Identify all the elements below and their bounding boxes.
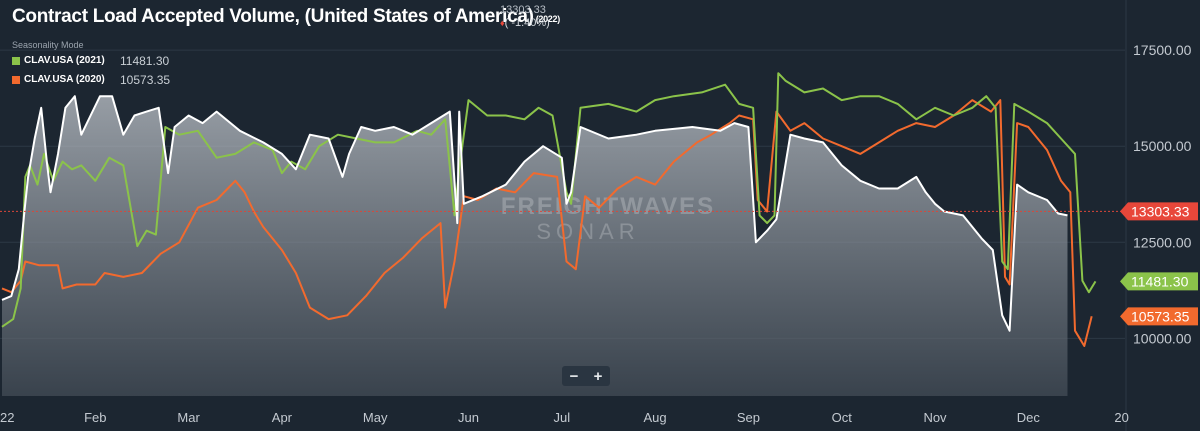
watermark: FREIGHTWAVES SONAR [501, 193, 715, 244]
legend-value-2020: 10573.35 [120, 72, 171, 87]
y-tick-label-2: 12500.00 [1133, 234, 1192, 250]
zoom-controls: − + [562, 366, 610, 386]
current-value: 13303.33 [500, 4, 546, 16]
legend-swatch-2020 [12, 75, 20, 84]
value-tag-0: 13303.33 [1120, 202, 1198, 221]
series-line-2020 [1, 99, 1093, 347]
x-tick-label-10: Nov [923, 410, 947, 425]
zoom-in-button[interactable]: + [593, 367, 603, 385]
current-value-block: 13303.33 ♦( -1.40%) [500, 4, 550, 30]
x-axis: 22 Feb Mar Apr May Jun Jul Aug Sep Oct Nov Dec 20 [0, 410, 1129, 425]
series-line-2022 [1, 95, 1068, 332]
x-tick-label-6: Jul [553, 410, 570, 425]
series-line-2021 [1, 72, 1097, 328]
area-layer [2, 96, 1068, 396]
legend-value-2021: 11481.30 [120, 53, 170, 68]
x-tick-label-1: Feb [84, 410, 106, 425]
x-tick-label-4: May [363, 410, 388, 425]
value-tag-label-0: 13303.33 [1131, 203, 1190, 219]
value-tags: 13303.33 11481.30 10573.35 [1120, 202, 1198, 326]
watermark-line2: SONAR [536, 219, 639, 244]
legend-item-2021[interactable]: CLAV.USA (2021) 11481.30 [12, 54, 169, 68]
chart-title-text: Contract Load Accepted Volume, (United S… [12, 6, 534, 27]
series-area-2022 [2, 96, 1068, 396]
current-change-text: ( -1.40%) [504, 17, 550, 29]
y-tick-label-3: 10000.00 [1133, 330, 1192, 346]
x-tick-label-9: Oct [832, 410, 853, 425]
y-tick-label-0: 17500.00 [1133, 42, 1192, 58]
x-tick-label-8: Sep [737, 410, 760, 425]
x-tick-label-12: 20 [1114, 410, 1128, 425]
x-tick-label-7: Aug [644, 410, 667, 425]
x-tick-label-2: Mar [177, 410, 200, 425]
legend-swatch-2021 [12, 56, 20, 65]
value-tag-2: 10573.35 [1120, 307, 1198, 326]
down-arrow-icon: ♦ [500, 18, 505, 28]
legend-label-2021: CLAV.USA (2021) [24, 55, 105, 66]
value-tag-label-2: 10573.35 [1131, 308, 1190, 324]
watermark-line1: FREIGHTWAVES [501, 193, 715, 220]
legend-label-2020: CLAV.USA (2020) [24, 74, 105, 85]
x-tick-label-11: Dec [1017, 410, 1041, 425]
x-tick-label-3: Apr [272, 410, 293, 425]
chart-title: Contract Load Accepted Volume, (United S… [12, 6, 560, 28]
chart-title-year: (2022) [535, 14, 561, 24]
x-tick-label-0: 22 [0, 410, 14, 425]
value-tag-shape-1 [1120, 272, 1198, 291]
series-lines [1, 72, 1097, 347]
zoom-out-button[interactable]: − [569, 367, 579, 385]
legend-item-2020[interactable]: CLAV.USA (2020) 10573.35 [12, 73, 170, 87]
y-axis: 17500.00 15000.00 12500.00 10000.00 [1133, 42, 1192, 346]
seasonality-mode-label: Seasonality Mode [12, 40, 84, 50]
x-tick-label-5: Jun [458, 410, 479, 425]
value-tag-shape-0 [1120, 202, 1198, 221]
value-tag-label-1: 11481.30 [1131, 273, 1189, 289]
value-tag-1: 11481.30 [1120, 272, 1198, 291]
value-tag-shape-2 [1120, 307, 1198, 326]
current-change: ♦( -1.40%) [500, 17, 550, 30]
y-tick-label-1: 15000.00 [1133, 138, 1192, 154]
